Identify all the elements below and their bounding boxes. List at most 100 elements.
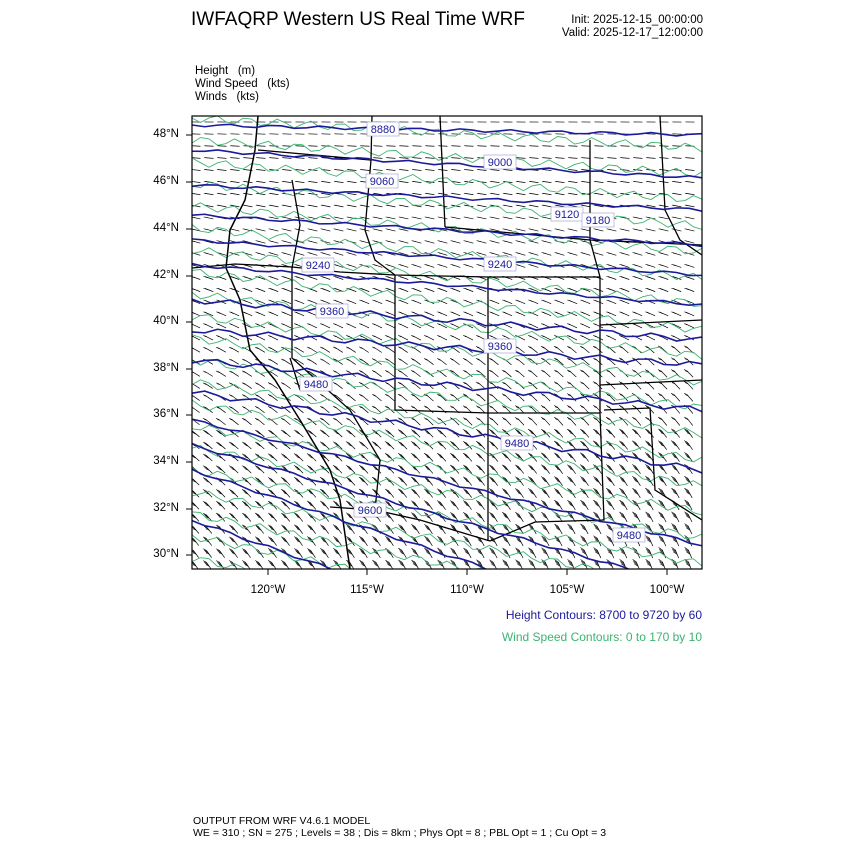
height-contour: [192, 328, 702, 366]
wind-barb: [280, 524, 290, 534]
wind-barb: [644, 464, 654, 474]
wind-barb: [385, 276, 396, 280]
wind-barb: [553, 417, 564, 426]
wind-barb: [619, 181, 630, 183]
wind-barb: [645, 204, 656, 208]
wind-barb: [228, 370, 239, 377]
wind-barb: [423, 381, 434, 390]
wind-barb: [410, 393, 421, 402]
wind-barb: [501, 417, 512, 426]
wind-barb: [528, 323, 539, 329]
wind-barb: [410, 488, 421, 498]
wind-barb: [567, 192, 578, 196]
height-contour-label: 9480: [612, 527, 646, 543]
wind-barb: [280, 512, 291, 522]
wind-speed-contour: [192, 181, 702, 230]
wind-barb: [515, 216, 526, 220]
wind-barb: [658, 547, 667, 559]
wind-barb: [360, 145, 370, 147]
wind-barb: [228, 382, 239, 389]
wind-barb: [671, 335, 682, 341]
wind-barb: [529, 145, 539, 147]
wind-barb: [670, 440, 680, 450]
wind-barb: [372, 548, 381, 559]
wind-barb: [502, 547, 511, 559]
lon-label: 100°W: [649, 584, 685, 596]
wind-speed-contour: [192, 399, 702, 487]
wind-barb: [437, 287, 448, 292]
wind-barb: [268, 252, 279, 256]
height-contour-label: 9360: [315, 303, 349, 319]
wind-barb: [358, 358, 369, 365]
wind-barb: [670, 393, 681, 402]
wind-barb: [281, 204, 292, 208]
wind-barb: [554, 535, 563, 547]
wind-barb: [410, 453, 421, 462]
wind-barb: [477, 145, 487, 147]
wind-barb: [685, 169, 695, 171]
lat-label: 46°N: [153, 175, 179, 187]
wind-barb: [554, 500, 563, 511]
wind-barb: [645, 252, 656, 256]
wind-barb: [619, 287, 630, 292]
wind-barb: [397, 346, 408, 353]
wind-barb: [386, 145, 396, 147]
wind-barb: [373, 145, 383, 147]
wind-barb: [658, 228, 669, 232]
wind-barb: [293, 453, 304, 462]
wind-barb: [488, 393, 499, 402]
wind-barb: [633, 157, 643, 159]
wind-barb: [657, 440, 667, 450]
wind-barb: [462, 417, 473, 426]
wind-barb: [217, 157, 227, 159]
wind-barb: [593, 181, 604, 183]
wind-barb: [397, 441, 408, 450]
wind-barb: [385, 216, 396, 220]
wind-barb: [332, 524, 342, 534]
wind-barb: [203, 311, 214, 317]
wind-barb: [424, 204, 435, 208]
wind-barb: [345, 524, 355, 534]
wind-barb: [580, 252, 591, 256]
wind-barb: [386, 169, 396, 171]
wind-barb: [333, 323, 344, 329]
wind-barb: [399, 145, 409, 147]
wind-speed-contour: [192, 224, 702, 281]
wind-barb: [488, 440, 499, 450]
wind-barb: [293, 512, 304, 522]
height-contours-legend: Height Contours: 8700 to 9720 by 60: [505, 608, 702, 622]
wind-barb: [306, 536, 316, 546]
wind-barb: [332, 477, 343, 486]
wind-barb: [593, 499, 602, 511]
wind-barb: [437, 323, 448, 329]
wind-barb: [540, 405, 551, 414]
wind-barb: [293, 477, 304, 486]
wind-barb: [463, 323, 474, 329]
wind-barb: [425, 169, 435, 171]
wind-barb: [307, 548, 316, 558]
wind-barb: [345, 512, 355, 522]
wind-barb: [579, 405, 590, 414]
wind-barb: [606, 181, 617, 183]
wind-barb: [631, 416, 642, 426]
wind-barb: [268, 228, 279, 232]
wind-barb: [568, 145, 578, 147]
wind-barb: [605, 369, 616, 378]
wind-barb: [645, 287, 656, 292]
wind-barb: [579, 440, 590, 450]
wind-barb: [281, 276, 292, 280]
wind-barb: [241, 370, 252, 377]
wind-barb: [423, 500, 433, 510]
wind-barb: [373, 169, 383, 171]
wind-barb: [307, 192, 318, 196]
wind-barb: [424, 535, 433, 547]
wind-barb: [632, 311, 643, 317]
height-contour: [192, 262, 702, 307]
wind-barb: [241, 441, 252, 450]
wind-barb: [658, 204, 669, 208]
wind-barb: [398, 276, 409, 280]
wind-barb: [632, 276, 643, 280]
wind-barb: [216, 287, 227, 292]
wind-barb: [684, 192, 695, 196]
wind-barb: [372, 216, 383, 220]
